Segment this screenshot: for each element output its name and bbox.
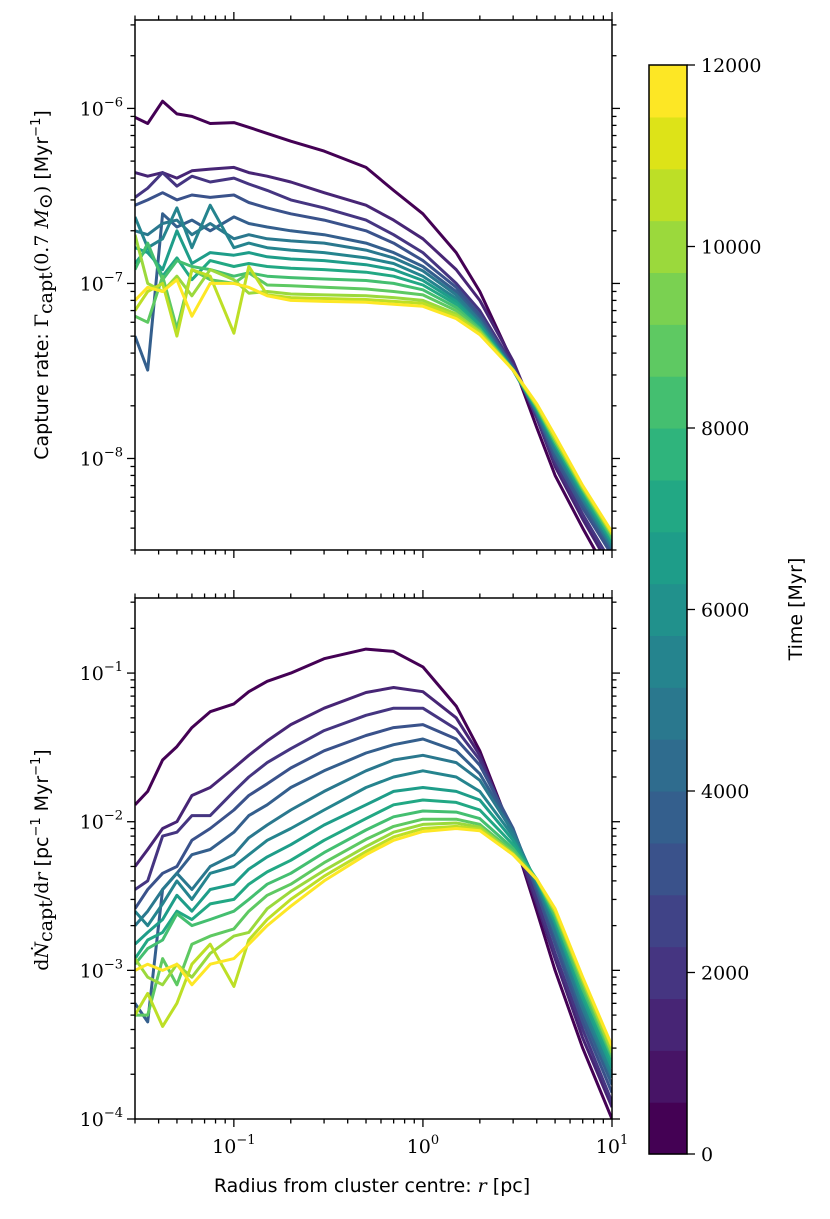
colorbar-band bbox=[649, 635, 687, 688]
top-ylabel-units: [Myr bbox=[31, 137, 53, 186]
colorbar-band bbox=[649, 739, 687, 792]
top-ylabel-arg: (0.7 bbox=[31, 229, 53, 273]
colorbar-band bbox=[649, 1050, 687, 1103]
top-series-line bbox=[135, 278, 612, 533]
colorbar-band bbox=[649, 791, 687, 844]
colorbar-band bbox=[649, 168, 687, 222]
colorbar-tick-label: 10000 bbox=[701, 237, 761, 259]
colorbar-band bbox=[649, 1102, 687, 1155]
top-series-line bbox=[135, 265, 612, 535]
top-series-group bbox=[135, 99, 612, 550]
colorbar-band bbox=[649, 531, 687, 585]
colorbar-tick-label: 8000 bbox=[701, 418, 749, 440]
bottom-ylabel-sub: capt bbox=[35, 900, 57, 942]
bottom-panel: 10−410−310−210−110−1 100 101 dṄcapt/dr [pc… bbox=[29, 590, 628, 1197]
colorbar-band bbox=[649, 65, 687, 118]
colorbar-bands bbox=[649, 65, 687, 1155]
colorbar-band bbox=[649, 583, 687, 637]
colorbar-band bbox=[649, 116, 687, 170]
bottom-ylabel-units: [pc bbox=[31, 837, 53, 873]
colorbar-tick-label: 6000 bbox=[701, 600, 749, 622]
bottom-ylabel-units2: Myr bbox=[31, 776, 53, 818]
bottom-xlabel-units: [pc] bbox=[487, 1175, 530, 1197]
colorbar-band bbox=[649, 998, 687, 1051]
top-ticks: 10−8 10−7 10−6 bbox=[80, 12, 620, 558]
top-ytick-label: 10−6 bbox=[80, 95, 123, 120]
bottom-series-group bbox=[135, 647, 612, 1119]
colorbar-tick-label: 2000 bbox=[701, 963, 749, 985]
colorbar-band bbox=[649, 842, 687, 896]
top-series-line bbox=[135, 268, 612, 537]
bottom-xlabel-text: Radius from cluster centre: bbox=[214, 1175, 478, 1197]
bottom-ylabel-exp1: −1 bbox=[29, 817, 44, 836]
bottom-ylabel: dṄcapt/dr [pc−1 Myr−1] bbox=[29, 749, 57, 970]
colorbar-tick-label: 4000 bbox=[701, 781, 749, 803]
top-ylabel-symbol: Γ bbox=[31, 314, 53, 327]
bottom-ylabel-r: r bbox=[31, 871, 53, 882]
bottom-series-line bbox=[135, 798, 612, 1064]
top-ytick-label: 10−7 bbox=[80, 270, 123, 295]
top-ylabel-msub: ⊙ bbox=[35, 193, 57, 209]
bottom-series-line bbox=[135, 706, 612, 1103]
colorbar-band bbox=[649, 272, 687, 325]
top-ylabel-m: M bbox=[31, 209, 53, 230]
colorbar-band bbox=[649, 220, 687, 274]
top-panel: 10−8 10−7 10−6 Capture rate: Γcapt(0.7 M⊙)… bbox=[29, 12, 620, 558]
bottom-ylabel-prefix: d bbox=[31, 959, 53, 971]
colorbar-tick-label: 12000 bbox=[701, 55, 761, 77]
bottom-xtick-label: 10−1 bbox=[212, 1133, 255, 1158]
top-ylabel-unitclose: ] bbox=[31, 110, 53, 117]
top-axes-frame bbox=[134, 19, 613, 551]
bottom-ylabel-mid: /d bbox=[31, 882, 53, 901]
colorbar-band bbox=[649, 376, 687, 429]
colorbar-band bbox=[649, 687, 687, 740]
bottom-xlabel-symbol: r bbox=[478, 1175, 489, 1197]
top-ylabel-close: ) bbox=[31, 186, 53, 193]
top-ylabel-exp: −1 bbox=[29, 118, 44, 137]
colorbar-band bbox=[649, 479, 687, 533]
top-ylabel-sub: capt bbox=[35, 272, 57, 314]
bottom-ylabel-close: ] bbox=[31, 749, 53, 756]
top-series-line bbox=[135, 171, 606, 550]
bottom-series-line bbox=[135, 817, 612, 1056]
bottom-axes-frame bbox=[134, 597, 613, 1120]
top-ytick-label: 10−8 bbox=[80, 445, 123, 470]
bottom-ytick-label: 10−3 bbox=[80, 957, 123, 982]
colorbar-label: Time [Myr] bbox=[785, 558, 807, 662]
top-series-line bbox=[135, 99, 597, 550]
bottom-xtick-label: 101 bbox=[596, 1133, 628, 1158]
bottom-xtick-label: 100 bbox=[407, 1133, 439, 1158]
colorbar-band bbox=[649, 428, 687, 481]
colorbar-band bbox=[649, 324, 687, 377]
colorbar-ticks: 0 2000 4000 6000 8000 10000 12000 bbox=[687, 55, 761, 1166]
bottom-series-line bbox=[135, 827, 612, 1047]
top-series-line bbox=[135, 234, 612, 535]
top-ylabel-prefix: Capture rate: bbox=[31, 327, 53, 460]
bottom-ytick-label: 10−1 bbox=[80, 660, 123, 685]
bottom-ytick-label: 10−2 bbox=[80, 809, 123, 834]
bottom-ylabel-n: Ṅ bbox=[30, 941, 53, 960]
bottom-ylabel-exp2: −1 bbox=[29, 757, 44, 776]
colorbar-tick-label: 0 bbox=[701, 1144, 713, 1166]
top-ylabel: Capture rate: Γcapt(0.7 M⊙) [Myr−1] bbox=[29, 110, 57, 460]
colorbar-band bbox=[649, 894, 687, 948]
bottom-series-line bbox=[135, 647, 612, 1119]
bottom-ticks: 10−4 10−3 10−2 10−1 10−1 100 101 bbox=[80, 590, 628, 1158]
colorbar-band bbox=[649, 946, 687, 1000]
colorbar: 0 2000 4000 6000 8000 10000 12000 Time [Myr] bbox=[648, 55, 807, 1166]
bottom-ytick-label: 10−4 bbox=[80, 1106, 123, 1131]
bottom-xlabel: Radius from cluster centre: r [pc] bbox=[214, 1175, 530, 1197]
